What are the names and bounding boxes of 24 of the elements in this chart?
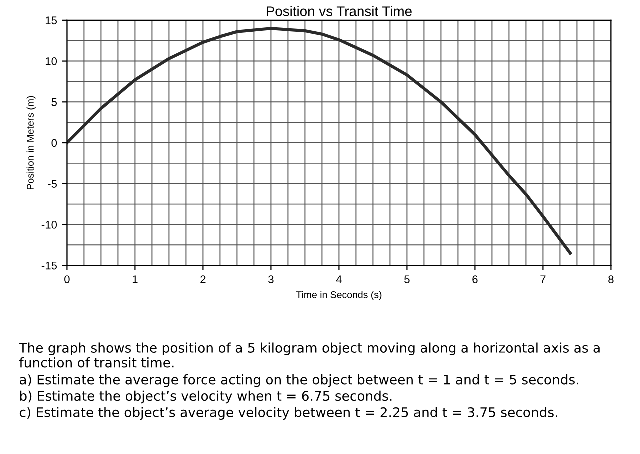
text: c) Estimate the object’s average velocity between t = 2.25 and t = 3.75 seconds. — [20, 407, 558, 420]
y-tick-label: -10 — [42, 220, 58, 229]
x-tick-label: 4 — [336, 276, 342, 284]
x-tick-label: 5 — [404, 276, 410, 284]
text: The graph shows the position of a 5 kilogram object moving along a horizontal axis as a function of transit time. — [19, 342, 600, 368]
x-tick-label: 8 — [608, 276, 614, 284]
y-tick-label: -15 — [42, 262, 58, 270]
y-axis-title: Position in Meters (m) — [26, 96, 36, 190]
x-tick-label: 1 — [132, 276, 138, 284]
text: a) Estimate the average force acting on the object between t = 1 and t = 5 seconds. — [20, 374, 578, 388]
x-tick-label: 6 — [472, 276, 478, 284]
y-tick-label: -5 — [48, 180, 58, 188]
x-tick-label: 7 — [540, 276, 546, 284]
text: b) Estimate the object’s velocity when t = 6.75 seconds. — [20, 390, 392, 404]
x-tick-label: 3 — [268, 276, 274, 284]
x-tick-label: 2 — [200, 276, 206, 284]
y-tick-label: 15 — [46, 16, 58, 25]
x-axis-title: Time in Seconds (s) — [296, 291, 382, 300]
x-tick-label: 0 — [64, 276, 70, 284]
chart-title: Position vs Transit Time — [267, 6, 412, 16]
y-tick-label: 10 — [46, 58, 58, 66]
line-series — [67, 27, 572, 255]
y-tick-label: 0 — [52, 139, 58, 148]
y-tick-label: 5 — [52, 98, 58, 106]
